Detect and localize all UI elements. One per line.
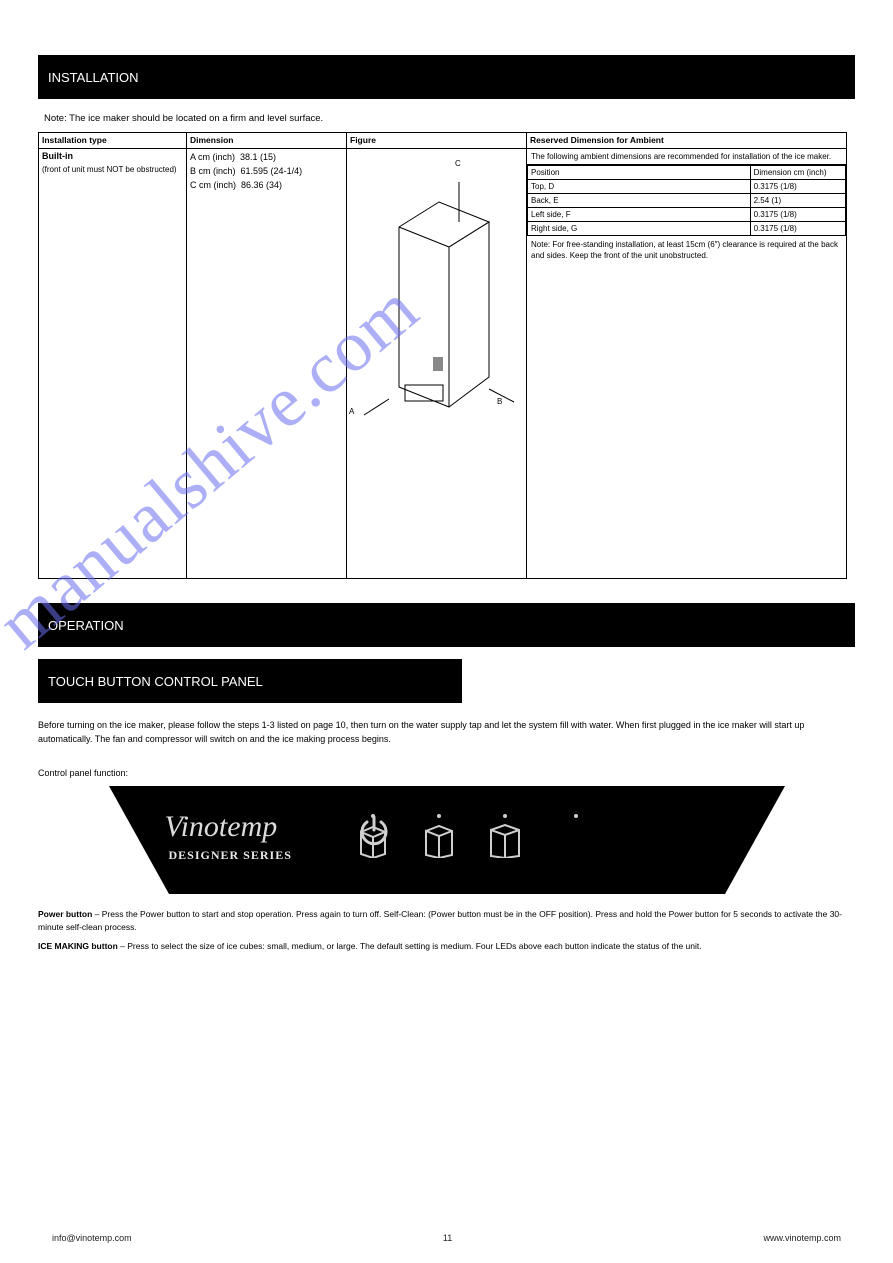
footer-email: info@vinotemp.com bbox=[52, 1233, 132, 1243]
control-panel: Vinotemp DESIGNER SERIES bbox=[109, 786, 785, 894]
ice-size-large-button[interactable] bbox=[489, 814, 521, 858]
section-header-operation: OPERATION bbox=[38, 603, 855, 647]
led-indicator-icon bbox=[503, 814, 507, 818]
brand-logo: Vinotemp bbox=[165, 810, 278, 844]
footer-page: 11 bbox=[443, 1233, 452, 1243]
figure-cell: C B A bbox=[347, 149, 527, 579]
ice-cube-large-icon bbox=[489, 824, 521, 858]
panel-icons-row bbox=[357, 814, 597, 858]
power-button[interactable] bbox=[555, 814, 597, 858]
dim-row: A cm (inch) 38.1 (15) bbox=[190, 151, 343, 165]
amb-cell: Right side, G bbox=[528, 222, 751, 236]
ambient-note: Note: For free-standing installation, at… bbox=[527, 236, 846, 266]
ambient-cell: The following ambient dimensions are rec… bbox=[527, 149, 847, 579]
footer-url: www.vinotemp.com bbox=[763, 1233, 841, 1243]
col-header-dim: Dimension bbox=[187, 133, 347, 149]
led-indicator-icon bbox=[574, 814, 578, 818]
amb-cell: 2.54 (1) bbox=[750, 194, 845, 208]
ambient-sub-table: Position Dimension cm (inch) Top, D 0.31… bbox=[527, 165, 846, 236]
col-header-fig: Figure bbox=[347, 133, 527, 149]
led-indicator-icon bbox=[437, 814, 441, 818]
amb-cell: Left side, F bbox=[528, 208, 751, 222]
dim-row: B cm (inch) 61.595 (24-1/4) bbox=[190, 165, 343, 179]
install-type-cell: Built-in (front of unit must NOT be obst… bbox=[39, 149, 187, 579]
amb-cell: 0.3175 (1/8) bbox=[750, 180, 845, 194]
section-header-touch-panel: TOUCH BUTTON CONTROL PANEL bbox=[38, 659, 462, 703]
power-icon bbox=[357, 814, 391, 848]
brand-series: DESIGNER SERIES bbox=[169, 848, 292, 863]
install-type-body: (front of unit must NOT be obstructed) bbox=[42, 165, 183, 174]
fig-label-c: C bbox=[455, 159, 461, 168]
operation-text: Before turning on the ice maker, please … bbox=[38, 719, 818, 746]
control-panel-label: Control panel function: bbox=[38, 768, 855, 778]
amb-cell: 0.3175 (1/8) bbox=[750, 208, 845, 222]
ambient-note-top: The following ambient dimensions are rec… bbox=[527, 149, 846, 165]
dimensions-cell: A cm (inch) 38.1 (15) B cm (inch) 61.595… bbox=[187, 149, 347, 579]
amb-cell: Top, D bbox=[528, 180, 751, 194]
install-type-title: Built-in bbox=[42, 151, 183, 161]
dim-row: C cm (inch) 86.36 (34) bbox=[190, 179, 343, 193]
amb-cell: Back, E bbox=[528, 194, 751, 208]
intro-note: Note: The ice maker should be located on… bbox=[44, 113, 855, 124]
ice-cube-medium-icon bbox=[423, 824, 455, 858]
page-footer: info@vinotemp.com 11 www.vinotemp.com bbox=[0, 1233, 893, 1243]
spec-table: Installation type Dimension Figure Reser… bbox=[38, 132, 847, 579]
amb-hdr-pos: Position bbox=[528, 166, 751, 180]
col-header-amb: Reserved Dimension for Ambient bbox=[527, 133, 847, 149]
ice-making-button-desc: ICE MAKING button – Press to select the … bbox=[38, 940, 855, 953]
amb-cell: 0.3175 (1/8) bbox=[750, 222, 845, 236]
fig-label-a: A bbox=[349, 407, 354, 416]
product-diagram-icon bbox=[359, 167, 519, 467]
fig-label-b: B bbox=[497, 397, 502, 406]
control-panel-wrap: Vinotemp DESIGNER SERIES bbox=[38, 786, 855, 894]
amb-hdr-dim: Dimension cm (inch) bbox=[750, 166, 845, 180]
panel-description: Power button – Press the Power button to… bbox=[38, 908, 855, 952]
power-button-desc: Power button – Press the Power button to… bbox=[38, 908, 855, 934]
col-header-type: Installation type bbox=[39, 133, 187, 149]
ice-size-medium-button[interactable] bbox=[423, 814, 455, 858]
section-header-installation: INSTALLATION bbox=[38, 55, 855, 99]
